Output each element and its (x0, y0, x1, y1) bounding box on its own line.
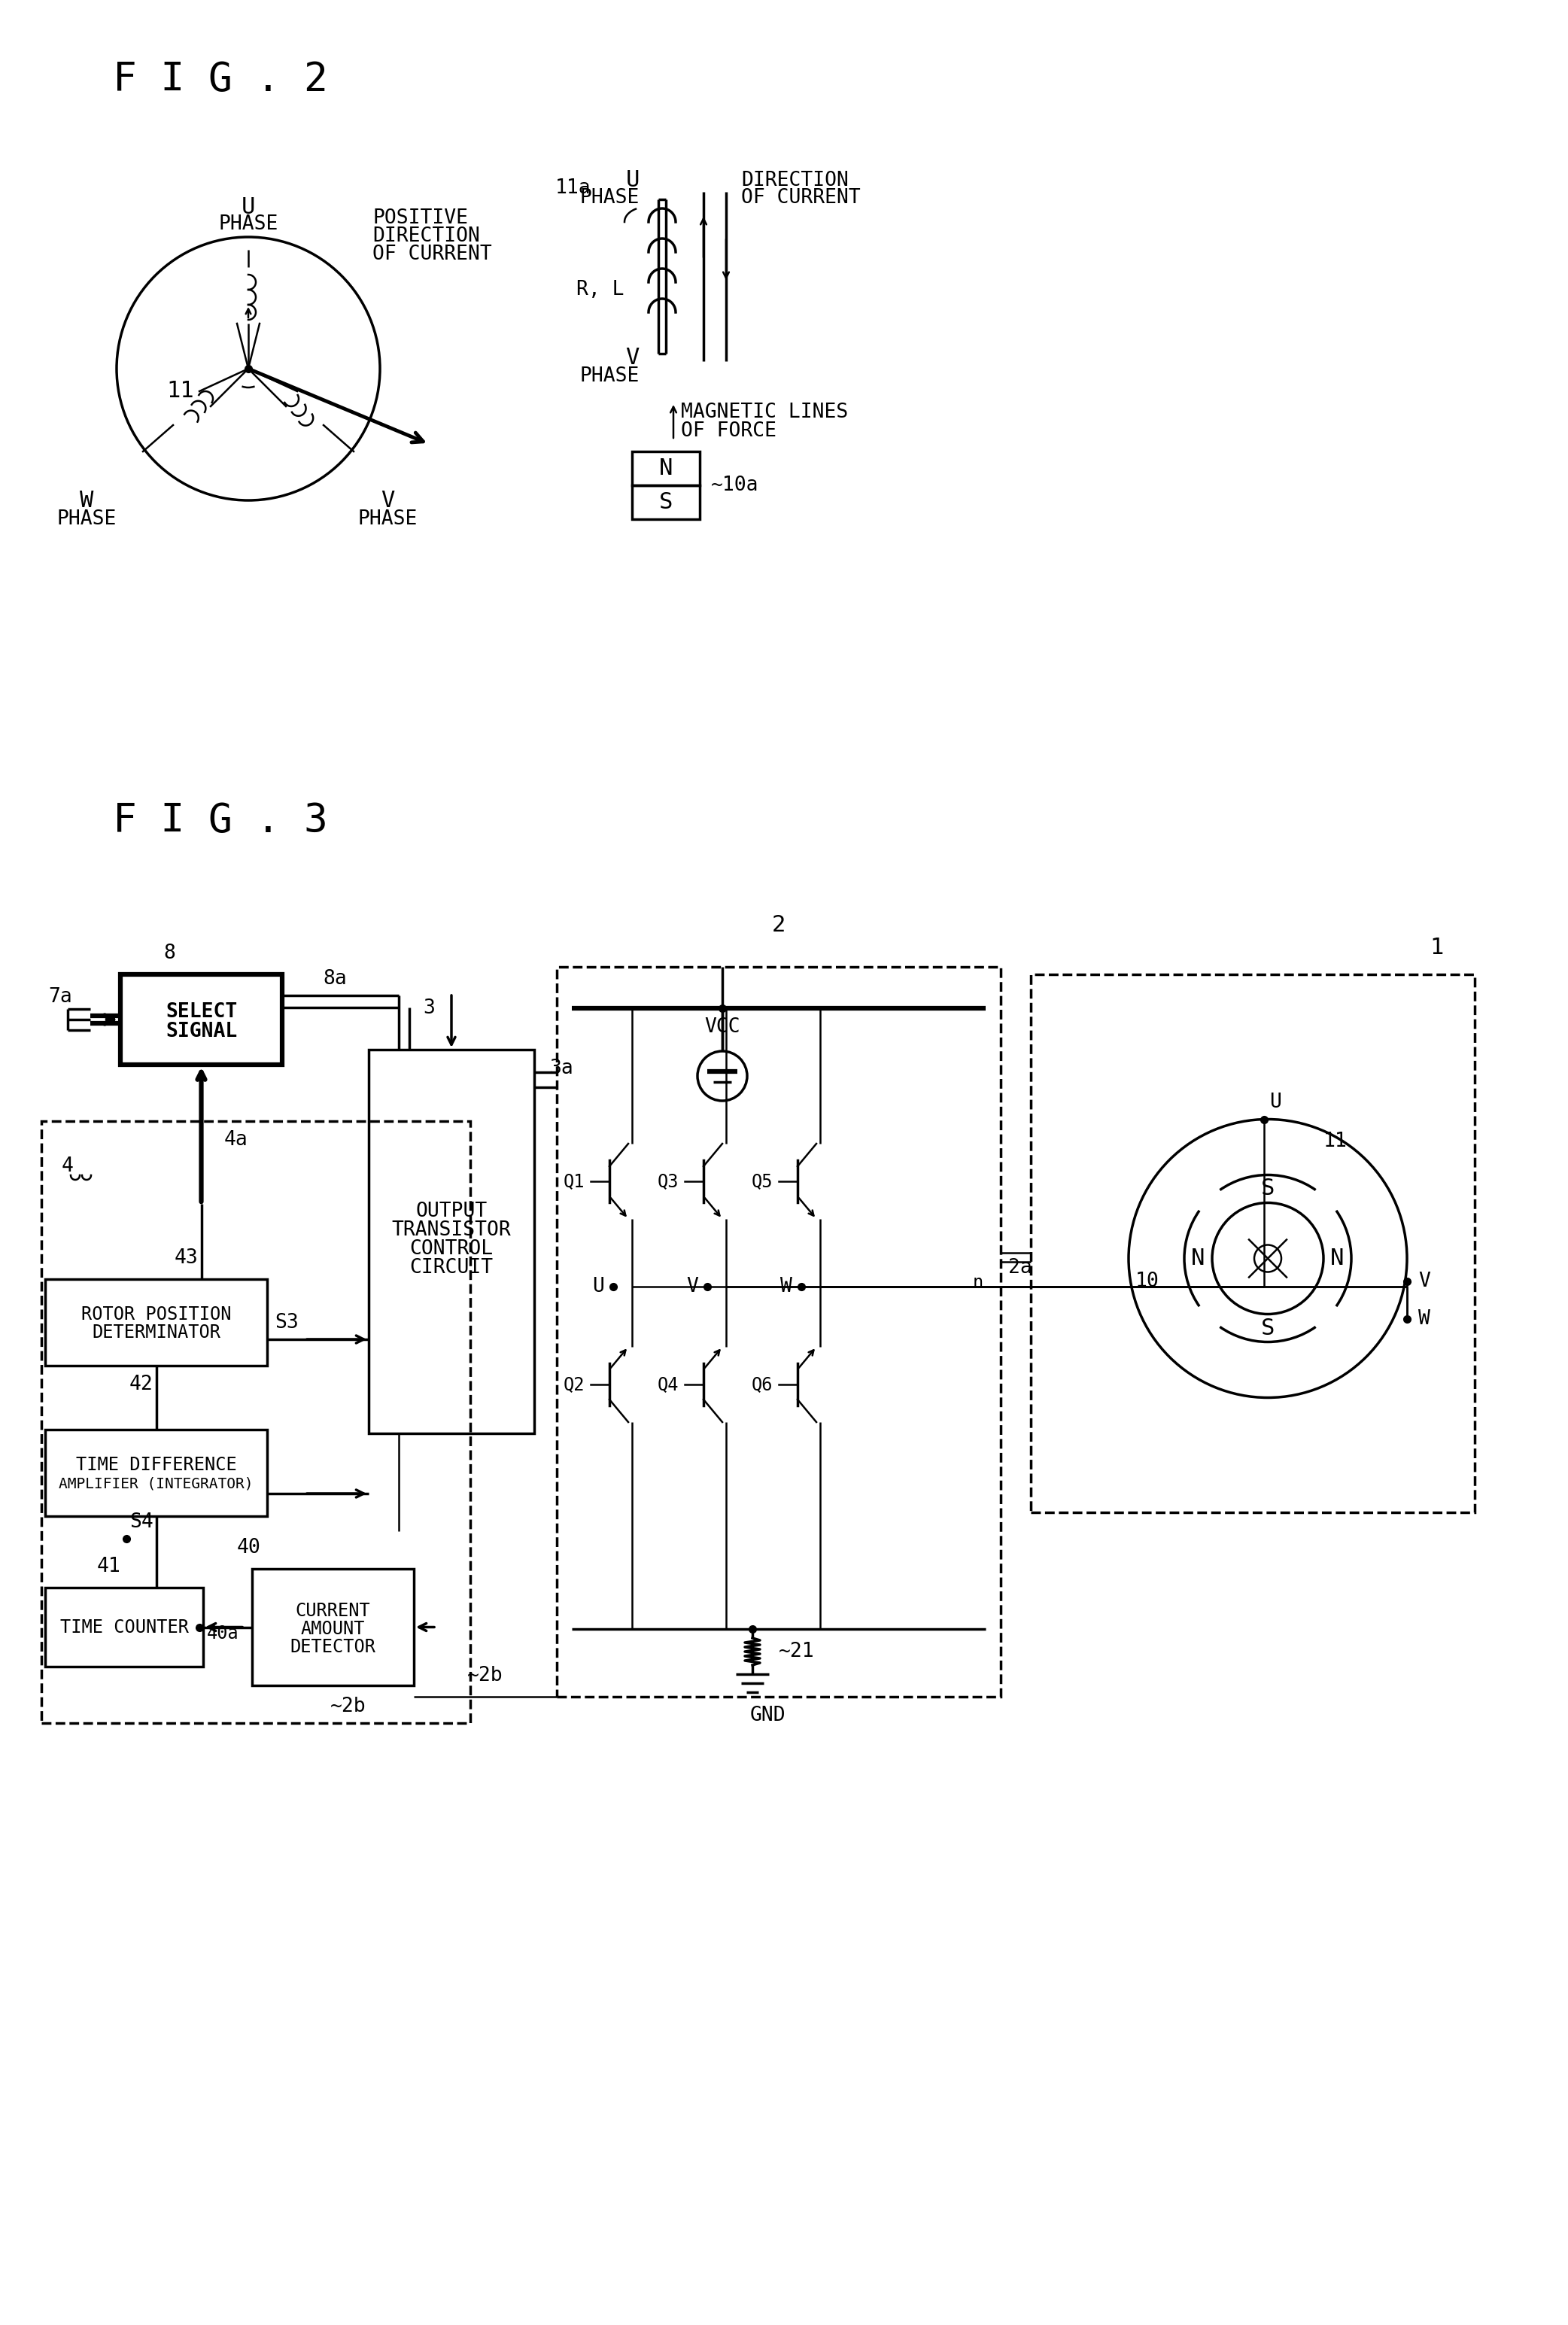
Text: 8a: 8a (323, 970, 347, 988)
Bar (41, 1121, 470, 1723)
Text: GND: GND (750, 1707, 786, 1725)
Text: S: S (1261, 1318, 1275, 1339)
Text: 3a: 3a (549, 1058, 574, 1079)
Text: U: U (1270, 1093, 1281, 1111)
Text: Q1: Q1 (563, 1172, 585, 1190)
Text: N: N (1192, 1249, 1206, 1269)
Text: 2: 2 (771, 914, 786, 937)
Bar (252, 1569, 414, 1686)
Text: V: V (626, 346, 640, 367)
Text: DIRECTION: DIRECTION (742, 170, 848, 191)
Text: W: W (1419, 1309, 1430, 1328)
Text: TIME DIFFERENCE: TIME DIFFERENCE (75, 1455, 237, 1474)
Text: 1: 1 (1430, 937, 1444, 958)
Text: Q2: Q2 (563, 1376, 585, 1393)
Text: Q4: Q4 (657, 1376, 679, 1393)
Text: W: W (80, 491, 94, 512)
Bar (45, 1588, 204, 1667)
Text: CONTROL: CONTROL (409, 1239, 494, 1258)
Text: N: N (1331, 1249, 1344, 1269)
Text: 3: 3 (423, 997, 434, 1018)
Text: ~10a: ~10a (710, 477, 759, 495)
Text: 40a: 40a (207, 1625, 238, 1641)
Text: SIGNAL: SIGNAL (166, 1021, 237, 1042)
Text: OUTPUT: OUTPUT (416, 1202, 488, 1221)
Bar (45, 1430, 267, 1516)
Text: F I G . 3: F I G . 3 (113, 802, 328, 839)
Text: AMOUNT: AMOUNT (301, 1621, 365, 1637)
Text: 4: 4 (61, 1156, 74, 1176)
Bar (557, 967, 1000, 1697)
Text: 42: 42 (129, 1374, 154, 1395)
Text: CIRCUIT: CIRCUIT (409, 1258, 494, 1279)
Text: OF FORCE: OF FORCE (681, 421, 776, 442)
Text: V: V (381, 491, 395, 512)
Text: S4: S4 (130, 1511, 154, 1532)
Text: 41: 41 (97, 1558, 121, 1576)
Text: S3: S3 (274, 1314, 298, 1332)
Text: OF CURRENT: OF CURRENT (373, 244, 492, 265)
Text: CURRENT: CURRENT (295, 1602, 370, 1621)
Text: ~21: ~21 (779, 1641, 814, 1662)
Text: V: V (687, 1276, 698, 1297)
Text: PHASE: PHASE (358, 509, 417, 530)
Text: 2a: 2a (1008, 1258, 1032, 1279)
Text: ~2b: ~2b (331, 1697, 365, 1716)
Text: ~2b: ~2b (467, 1667, 503, 1686)
Text: R, L: R, L (577, 279, 624, 300)
Text: 4a: 4a (224, 1130, 248, 1149)
Text: S: S (659, 491, 673, 514)
Bar (45, 1279, 267, 1365)
Text: S: S (1261, 1179, 1275, 1200)
Text: V: V (1419, 1272, 1430, 1290)
Text: PHASE: PHASE (56, 509, 116, 530)
Text: 40: 40 (237, 1537, 260, 1558)
Text: U: U (593, 1276, 604, 1297)
Bar (121, 974, 282, 1065)
Text: AMPLIFIER (INTEGRATOR): AMPLIFIER (INTEGRATOR) (60, 1476, 254, 1490)
Text: Q5: Q5 (751, 1172, 773, 1190)
Text: DIRECTION: DIRECTION (373, 226, 480, 246)
Text: MAGNETIC LINES: MAGNETIC LINES (681, 402, 848, 423)
Text: 43: 43 (174, 1249, 198, 1267)
Text: TIME COUNTER: TIME COUNTER (60, 1618, 188, 1637)
Text: DETERMINATOR: DETERMINATOR (93, 1323, 221, 1342)
Text: PHASE: PHASE (580, 367, 640, 386)
Text: U: U (626, 170, 640, 191)
Text: n: n (972, 1274, 983, 1293)
Text: 11a: 11a (555, 179, 591, 198)
Text: VCC: VCC (704, 1018, 740, 1037)
Text: Q3: Q3 (657, 1172, 679, 1190)
Text: POSITIVE: POSITIVE (373, 209, 467, 228)
Text: 8: 8 (163, 944, 176, 963)
Text: OF CURRENT: OF CURRENT (742, 188, 861, 207)
Text: SELECT: SELECT (166, 1002, 237, 1021)
Text: U: U (241, 195, 256, 219)
Text: TRANSISTOR: TRANSISTOR (392, 1221, 511, 1239)
Bar (632, 486, 699, 518)
Text: F I G . 2: F I G . 2 (113, 60, 328, 100)
Text: 7a: 7a (49, 988, 72, 1007)
Bar (368, 1049, 535, 1435)
Text: W: W (781, 1276, 792, 1297)
Text: PHASE: PHASE (580, 188, 640, 207)
Text: PHASE: PHASE (218, 214, 278, 235)
Bar (632, 451, 699, 486)
Text: 10: 10 (1135, 1272, 1159, 1290)
Text: DETECTOR: DETECTOR (290, 1637, 376, 1655)
Text: 11: 11 (166, 381, 194, 402)
Text: 11: 11 (1323, 1132, 1347, 1151)
Text: ROTOR POSITION: ROTOR POSITION (82, 1307, 230, 1323)
Bar (1030, 974, 1474, 1511)
Text: N: N (659, 458, 673, 479)
Text: Q6: Q6 (751, 1376, 773, 1393)
